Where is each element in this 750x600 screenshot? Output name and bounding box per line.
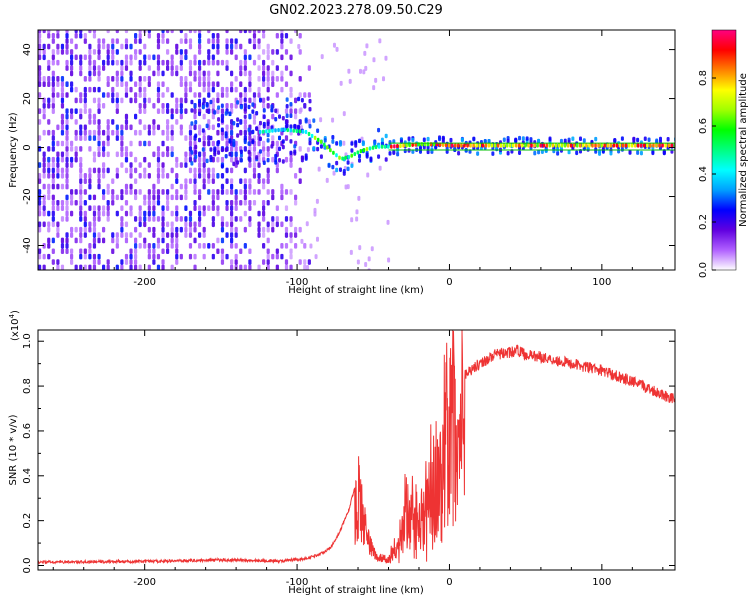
snr-axes: -200 -100 0 100 0.0 0.2 0.4 0.6 0.8 1.0 [22, 330, 675, 588]
snr-plot-area [38, 330, 675, 565]
snr-panel: -200 -100 0 100 0.0 0.2 0.4 0.6 0.8 1.0 Height of… [8, 310, 676, 596]
spectrogram-x-axis-label: Height of straight line (km) [288, 285, 424, 296]
snr-y-scale-exponent: 4 [8, 313, 16, 318]
colorbar-tick-label: 0.0 [698, 262, 709, 278]
spectrogram-plot-area [38, 30, 675, 270]
snr-x-tick-label: -100 [286, 577, 309, 588]
snr-y-tick-label: 0.2 [22, 513, 33, 529]
snr-x-tick-label: 100 [592, 577, 611, 588]
snr-y-tick-label: 1.0 [22, 333, 33, 349]
spectrogram-x-tick-label: 0 [446, 277, 452, 288]
colorbar-tick-label: 0.4 [698, 166, 709, 182]
spectrogram-trace-core [258, 127, 675, 161]
spectrogram-y-tick-label: 40 [22, 43, 33, 56]
snr-y-tick-label: 0.8 [22, 378, 33, 394]
spectrogram-y-tick-label: 20 [22, 92, 33, 105]
colorbar-tick-label: 0.8 [698, 70, 709, 86]
spectrogram-y-tick-label: 0 [22, 144, 33, 150]
colorbar: 0.0 0.2 0.4 0.6 0.8 Normalized spectral ampl… [698, 29, 749, 278]
snr-y-scale-prefix: (x10 [10, 318, 21, 341]
colorbar-ticks: 0.0 0.2 0.4 0.6 0.8 [698, 70, 716, 278]
snr-x-axis-label: Height of straight line (km) [288, 585, 424, 596]
spectrogram-y-tick-label: -40 [22, 237, 33, 253]
snr-x-tick-label: -200 [133, 577, 156, 588]
spectrogram-y-tick-label: -20 [22, 188, 33, 204]
spectrogram-x-tick-label: -200 [133, 277, 156, 288]
spectrogram-y-axis-label: Frequency (Hz) [8, 112, 19, 188]
spectrogram-frame [37, 29, 676, 271]
colorbar-tick-label: 0.6 [698, 118, 709, 134]
snr-y-tick-label: 0.6 [22, 423, 33, 439]
spectrogram-x-tick-label: -100 [286, 277, 309, 288]
snr-x-tick-label: 0 [446, 577, 452, 588]
colorbar-label: Normalized spectral amplitude [738, 73, 749, 227]
spectrogram-noise-cells [38, 30, 391, 270]
colorbar-tick-label: 0.2 [698, 214, 709, 230]
colorbar-gradient [711, 29, 737, 271]
snr-y-tick-label: 0.0 [22, 558, 33, 574]
figure-title: GN02.2023.278.09.50.C29 [269, 3, 443, 18]
snr-y-axis-label: SNR (10 * v/v) [8, 414, 19, 485]
spectrogram-x-tick-label: 100 [592, 277, 611, 288]
snr-y-scale-label: (x104) [8, 310, 21, 341]
snr-frame [37, 329, 676, 571]
snr-y-tick-label: 0.4 [22, 468, 33, 484]
snr-y-scale-suffix: ) [10, 310, 21, 314]
snr-series-line [38, 330, 675, 565]
